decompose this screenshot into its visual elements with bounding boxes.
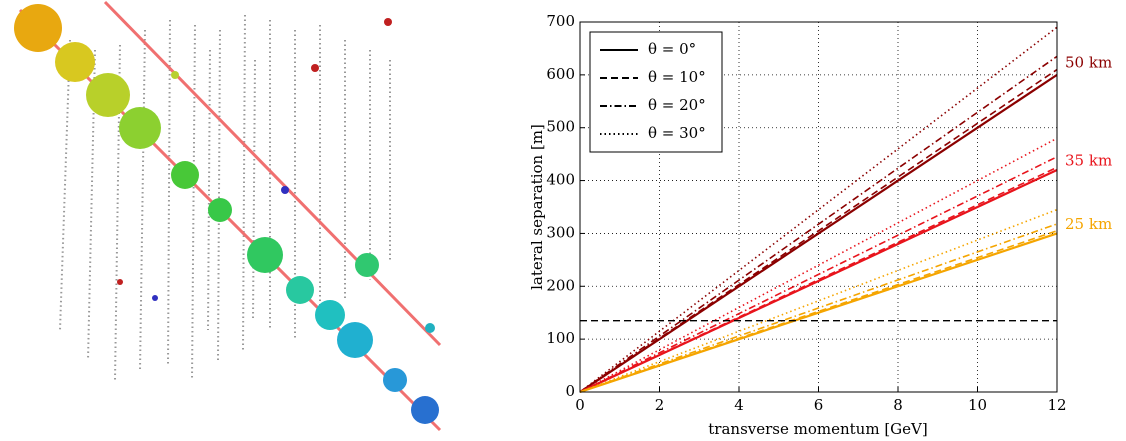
line [579, 208, 1058, 393]
line [579, 156, 1058, 393]
plot-frame [579, 21, 1058, 393]
track [18, 8, 442, 432]
legend-box [589, 31, 723, 153]
detector-strings [59, 14, 391, 381]
x-tick-label: 6 [814, 396, 824, 414]
line [579, 169, 1058, 393]
legend-label: θ = 20° [648, 96, 706, 114]
x-tick-label: 4 [734, 396, 744, 414]
x-tick-label: 2 [655, 396, 665, 414]
line [579, 68, 1058, 393]
hits [14, 4, 439, 424]
y-tick-label: 100 [546, 329, 575, 347]
x-tick-label: 8 [893, 396, 903, 414]
line [579, 55, 1058, 393]
y-tick-label: 600 [546, 65, 575, 83]
line [579, 232, 1058, 394]
x-tick-label: 0 [575, 396, 585, 414]
track [103, 0, 442, 347]
x-tick-label: 12 [1047, 396, 1066, 414]
line-label: 35 km [1065, 151, 1112, 169]
line [579, 223, 1058, 393]
line [579, 230, 1058, 393]
y-axis-label: lateral separation [m] [528, 124, 546, 290]
line [579, 26, 1058, 393]
y-tick-label: 0 [565, 382, 575, 400]
legend-label: θ = 30° [648, 124, 706, 142]
y-tick-label: 200 [546, 276, 575, 294]
y-tick-label: 300 [546, 223, 575, 241]
x-axis-label: transverse momentum [GeV] [708, 420, 927, 438]
y-tick-label: 400 [546, 171, 575, 189]
legend-label: θ = 10° [648, 68, 706, 86]
legend-label: θ = 0° [648, 40, 696, 58]
line-label: 25 km [1065, 215, 1112, 233]
y-tick-label: 500 [546, 118, 575, 136]
line-label: 50 km [1065, 54, 1112, 72]
line [579, 73, 1058, 393]
event-display [14, 0, 442, 432]
line [579, 137, 1058, 393]
y-tick-label: 700 [546, 12, 575, 30]
x-tick-label: 10 [968, 396, 987, 414]
chart: transverse momentum [GeV] lateral separa… [528, 12, 1112, 438]
